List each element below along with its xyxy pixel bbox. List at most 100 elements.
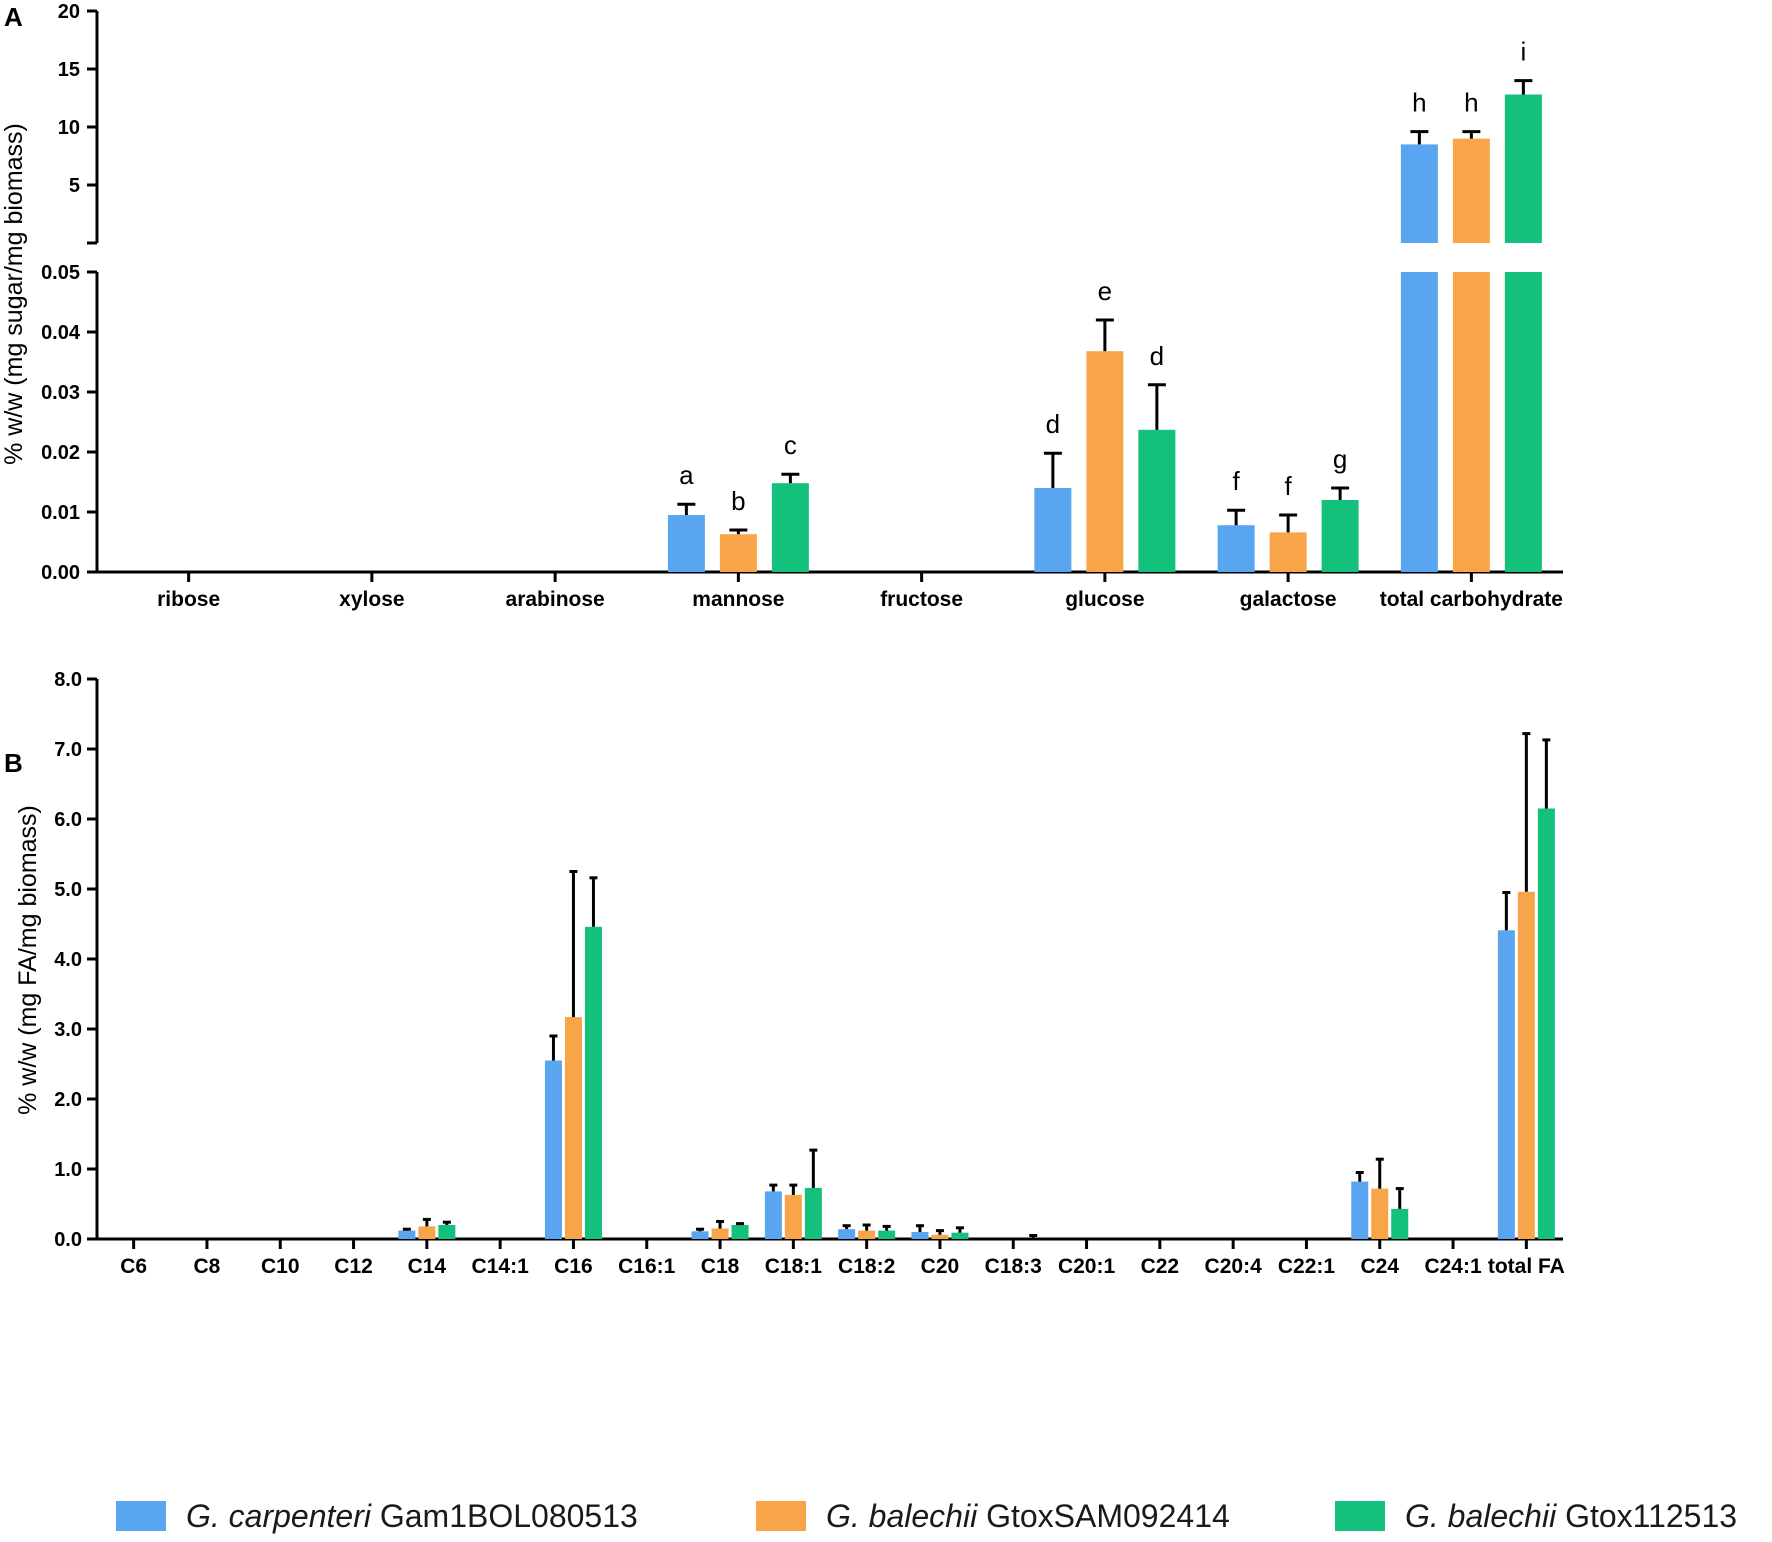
significance-letter: f [1233,466,1241,496]
legend-label-1: G. carpenteri Gam1BOL080513 [186,1497,638,1534]
x-tick-label: C6 [120,1255,147,1278]
bar [784,1194,802,1239]
bar-upper-segment [1452,138,1490,243]
y-tick-label-upper: 5 [69,175,80,197]
legend-item-2: G. balechii GtoxSAM092414 [756,1494,1230,1538]
y-axis-title: % w/w (mg FA/mg biomass) [14,805,42,1115]
bar [398,1230,416,1239]
y-tick-label: 1.0 [54,1159,82,1181]
y-tick-label-upper: 15 [58,59,80,81]
bar [1517,891,1535,1239]
x-tick-label: ribose [157,588,220,611]
bar [771,483,809,572]
bar [1537,808,1555,1239]
legend-swatch-3 [1335,1501,1385,1531]
y-tick-label-lower: 0.02 [41,442,80,464]
x-tick-label: C14 [408,1255,447,1278]
y-tick-label: 0.0 [54,1229,82,1251]
x-tick-label: total carbohydrate [1380,588,1563,611]
significance-letter: b [731,486,745,516]
bar [1217,525,1255,572]
x-tick-label: C24:1 [1424,1255,1482,1278]
x-tick-label: C24 [1360,1255,1399,1278]
bar [878,1230,896,1239]
bar [1269,532,1307,572]
x-tick-label: C20 [921,1255,960,1278]
bar [1138,429,1176,572]
legend-swatch-2 [756,1501,806,1531]
y-tick-label: 4.0 [54,949,82,971]
bar [719,534,757,572]
bar-upper-segment [1400,144,1438,243]
bar-upper-segment [1504,94,1542,244]
y-tick-label: 2.0 [54,1089,82,1111]
bar-lower-segment [1400,272,1438,572]
panel-b-letter: B [4,748,23,778]
bar [931,1234,949,1239]
bar [418,1226,436,1239]
legend-swatch-1 [116,1501,166,1531]
significance-letter: d [1150,341,1164,371]
x-tick-label: C12 [334,1255,373,1278]
significance-letter: h [1464,88,1478,118]
legend-item-3: G. balechii Gtox112513 [1335,1494,1737,1538]
x-tick-label: C8 [194,1255,221,1278]
significance-letter: c [784,430,797,460]
bar [1371,1188,1389,1239]
bar-lower-segment [1504,272,1542,572]
bar [838,1229,856,1239]
bar [804,1187,822,1239]
x-tick-label: C18:2 [838,1255,895,1278]
bar [1391,1208,1409,1239]
bar [691,1231,709,1239]
y-tick-label-upper: 10 [58,117,80,139]
figure-svg: A B 0.00 0.01 0.02 0.03 0.04 0.05 5 10 15 20 % w/w… [0,1,1565,1278]
y-tick-label-lower: 0.03 [41,382,80,404]
significance-letter: d [1046,409,1060,439]
panel-a-chart: 0.00 0.01 0.02 0.03 0.04 0.05 5 10 15 20 % w/w (mg… [0,1,1563,611]
x-tick-label: C18:3 [985,1255,1042,1278]
significance-letter: a [679,460,694,490]
bar [584,926,602,1239]
panel-b-chart: 0.0 1.0 2.0 3.0 4.0 5.0 6.0 7.0 8.0 % w/w (mg FA/… [14,669,1565,1278]
x-tick-label: mannose [692,588,784,611]
bar [858,1230,876,1239]
y-axis-title: % w/w (mg sugar/mg biomass) [0,123,28,465]
legend-label-3: G. balechii Gtox112513 [1405,1497,1738,1534]
y-tick-label: 6.0 [54,809,82,831]
bar [764,1191,782,1239]
significance-letter: g [1333,444,1347,474]
y-tick-label-upper: 20 [58,1,80,23]
y-tick-label: 8.0 [54,669,82,691]
y-tick-label: 7.0 [54,739,82,761]
x-tick-label: glucose [1065,588,1144,611]
x-tick-label: C16:1 [618,1255,676,1278]
bar-lower-segment [1452,272,1490,572]
bar [1497,930,1515,1239]
bar [1351,1181,1369,1239]
significance-letter: h [1412,88,1426,118]
bar [1034,488,1072,572]
x-tick-label: C20:4 [1205,1255,1263,1278]
bar [731,1225,749,1239]
x-tick-label: C16 [554,1255,593,1278]
bar [1086,351,1124,572]
bar [564,1017,582,1239]
bar [438,1225,456,1239]
bar [951,1232,969,1239]
x-tick-label: C22 [1141,1255,1180,1278]
x-tick-label: fructose [880,588,963,611]
y-tick-label: 3.0 [54,1019,82,1041]
bar [544,1060,562,1239]
x-tick-label: galactose [1240,588,1337,611]
y-tick-label-lower: 0.05 [41,262,80,284]
y-tick-label-lower: 0.04 [41,322,81,344]
x-tick-label: arabinose [506,588,605,611]
legend: G. carpenteri Gam1BOL080513 G. balechii … [0,1494,1772,1542]
x-tick-label: total FA [1488,1255,1565,1278]
x-tick-label: xylose [339,588,404,611]
significance-letter: f [1285,471,1293,501]
legend-item-1: G. carpenteri Gam1BOL080513 [116,1494,638,1538]
bar [911,1232,929,1239]
bar [711,1228,729,1239]
